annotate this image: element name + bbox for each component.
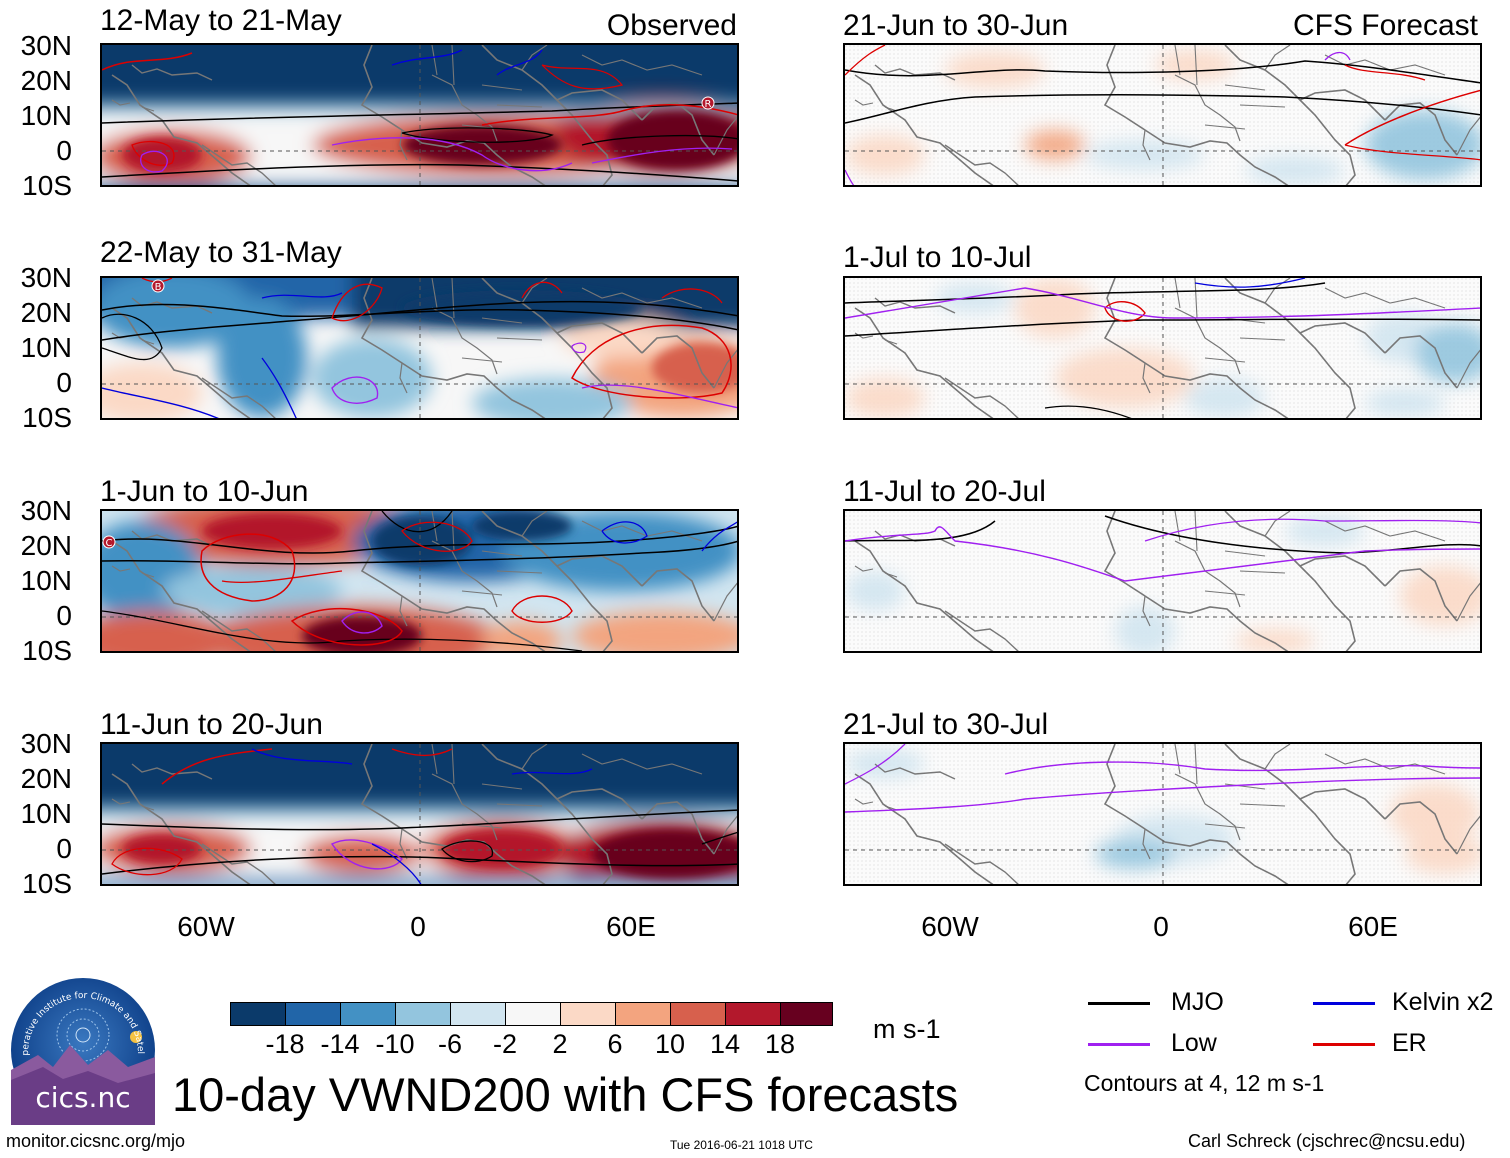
marker-c: C [106,538,113,549]
colorbar-tick: -2 [492,1029,517,1059]
map-panel-observed-4 [100,742,739,886]
lat-label: 30N [20,262,72,293]
lon-label: 0 [1153,911,1169,942]
map-panel-forecast-2 [843,276,1482,420]
lat-label: 10N [20,100,72,131]
lat-label: 10N [20,798,72,829]
lat-label: 30N [20,30,72,61]
marker-r: R [705,99,712,110]
lat-label: 10S [22,868,72,899]
legend-label-mjo: MJO [1171,988,1224,1016]
map-panel-forecast-1 [843,43,1482,187]
lat-label: 10S [22,635,72,666]
colorbar-tick: -14 [320,1029,360,1059]
units-label: m s-1 [873,1014,941,1044]
legend-label-kelvin: Kelvin x2 [1392,988,1494,1016]
lat-label: 10N [20,332,72,363]
forecast-header: CFS Forecast [1292,9,1478,42]
marker-b: B [155,282,162,293]
colorbar-tick: 2 [552,1029,568,1059]
colorbar-tick: 14 [709,1029,741,1059]
legend-label-er: ER [1392,1029,1427,1057]
legend-label-low: Low [1171,1029,1217,1057]
footer-timestamp: Tue 2016-06-21 1018 UTC [670,1138,813,1152]
legend-line-kelvin [1313,1002,1375,1005]
colorbar-bin [670,1002,726,1026]
map-panel-forecast-3 [843,509,1482,653]
main-title: 10-day VWND200 with CFS forecasts [172,1068,959,1121]
colorbar-bin [780,1002,833,1026]
colorbar-bin [230,1002,286,1026]
panel-title-obs-2: 22-May to 31-May [100,236,342,269]
logo-text: cics.nc [35,1081,130,1114]
colorbar-bin [725,1002,781,1026]
cics-logo: Cooperative Institute for Climate and Sa… [5,968,158,1125]
colorbar-tick: 6 [607,1029,623,1059]
lat-label: 30N [20,728,72,759]
colorbar-bin [450,1002,506,1026]
panel-title-fc-3: 11-Jul to 20-Jul [843,475,1046,508]
colorbar-bin [285,1002,341,1026]
map-panel-observed-1: R [100,43,739,187]
observed-header: Observed [606,9,737,42]
colorbar-bin [395,1002,451,1026]
colorbar-bin [505,1002,561,1026]
lat-label: 20N [20,763,72,794]
panel-title-obs-3: 1-Jun to 10-Jun [100,475,309,508]
map-panel-observed-3: C [100,509,739,653]
lat-label: 0 [56,135,72,166]
colorbar-tick: -6 [437,1029,462,1059]
footer-url[interactable]: monitor.cicsnc.org/mjo [6,1131,186,1151]
colorbar-tick: -10 [375,1029,415,1059]
lon-label: 0 [410,911,426,942]
panel-title-fc-2: 1-Jul to 10-Jul [843,241,1032,274]
panel-title-fc-4: 21-Jul to 30-Jul [843,708,1049,741]
lat-label: 10S [22,170,72,201]
lon-label: 60E [606,911,656,942]
panel-title-fc-1: 21-Jun to 30-Jun [843,9,1069,42]
legend-line-er [1313,1043,1375,1046]
colorbar-bin [340,1002,396,1026]
lat-label: 20N [20,530,72,561]
contour-note: Contours at 4, 12 m s-1 [1084,1070,1325,1096]
colorbar-tick: 10 [654,1029,686,1059]
map-panel-forecast-4 [843,742,1482,886]
lat-label: 0 [56,367,72,398]
lat-label: 0 [56,600,72,631]
colorbar-bin [615,1002,671,1026]
legend-line-low [1088,1043,1150,1046]
footer-author: Carl Schreck (cjschrec@ncsu.edu) [1188,1131,1466,1151]
colorbar-tick: 18 [764,1029,796,1059]
colorbar-bin [560,1002,616,1026]
lat-label: 10S [22,402,72,433]
colorbar-tick: -18 [265,1029,305,1059]
lon-label: 60W [177,911,235,942]
lat-label: 0 [56,833,72,864]
map-panel-observed-2: B [100,276,739,420]
lat-label: 30N [20,495,72,526]
panel-title-obs-4: 11-Jun to 20-Jun [100,708,323,741]
lon-label: 60E [1348,911,1398,942]
lon-label: 60W [921,911,979,942]
lat-label: 20N [20,65,72,96]
legend-line-mjo [1088,1002,1150,1005]
panel-title-obs-1: 12-May to 21-May [100,4,342,37]
lat-label: 20N [20,297,72,328]
lat-label: 10N [20,565,72,596]
